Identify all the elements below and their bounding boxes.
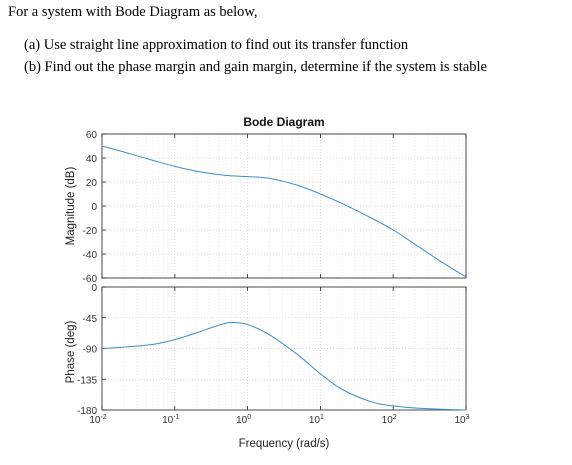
- mag-y-tick-label: -60: [83, 274, 98, 285]
- chart-title: Bode Diagram: [243, 115, 324, 129]
- magnitude-panel: 60 40 20 0 -20 -40 -60: [83, 130, 467, 285]
- mag-y-tick-label: -20: [83, 226, 98, 237]
- x-tick-label: 100: [236, 414, 251, 426]
- x-tick-label: 10-2: [89, 414, 106, 426]
- phase-y-tick-label: -45: [83, 314, 98, 325]
- phase-y-tick-label: -90: [83, 345, 98, 356]
- x-tick-label: 102: [382, 414, 397, 426]
- mag-y-tick-label: 20: [86, 178, 98, 189]
- phase-panel: 0 -45 -90 -135 -180: [77, 283, 467, 417]
- x-tick-label: 103: [454, 414, 469, 426]
- mag-y-tick-label: -40: [83, 250, 98, 261]
- mag-y-tick-label: 40: [86, 154, 98, 165]
- question-part-b: (b) Find out the phase margin and gain m…: [24, 59, 487, 75]
- phase-y-tick-label: -180: [77, 406, 97, 417]
- phase-series-line: [101, 322, 467, 411]
- phase-y-tick-label: 0: [91, 283, 97, 294]
- frequency-axis-label: Frequency (rad/s): [239, 438, 330, 450]
- mag-axes-frame: [101, 133, 467, 279]
- phase-y-tick-label: -135: [77, 375, 97, 386]
- question-intro: For a system with Bode Diagram as below,: [8, 4, 258, 20]
- mag-y-tick-label: 0: [91, 202, 97, 213]
- mag-y-tick-label: 60: [86, 130, 98, 141]
- x-tick-label: 10-1: [162, 414, 179, 426]
- phase-axis-label: Phase (deg): [65, 321, 77, 384]
- mag-series-line: [101, 145, 467, 278]
- x-tick-label: 101: [309, 414, 324, 426]
- magnitude-axis-label: Magnitude (dB): [65, 167, 77, 246]
- question-part-a: (a) Use straight line approximation to f…: [24, 37, 409, 53]
